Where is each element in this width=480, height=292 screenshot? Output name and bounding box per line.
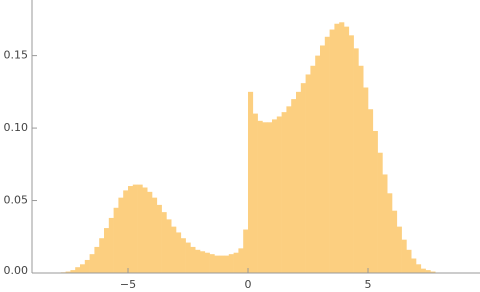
y-tick-label: 0.15: [4, 49, 29, 62]
bar: [329, 29, 335, 273]
bar: [214, 255, 220, 273]
bar: [228, 254, 234, 273]
bar: [238, 248, 244, 273]
bar: [368, 109, 374, 274]
bar: [296, 91, 302, 273]
bar: [156, 204, 162, 273]
bar: [123, 190, 129, 273]
y-tick-label: 0.10: [4, 121, 29, 134]
bar: [75, 267, 81, 273]
bar: [180, 238, 186, 273]
bar: [387, 193, 393, 273]
bar: [176, 232, 182, 273]
bar: [420, 268, 426, 273]
bar: [401, 239, 407, 273]
bar: [94, 246, 100, 273]
bar: [430, 271, 436, 273]
y-tick-label: 0.00: [4, 264, 29, 277]
y-tick-label: 0.05: [4, 194, 29, 207]
bar: [382, 174, 388, 273]
x-tick-label: 0: [245, 278, 252, 291]
bar: [84, 259, 90, 273]
bar: [276, 116, 282, 273]
bar: [262, 122, 268, 274]
bar: [406, 249, 412, 273]
bar: [161, 212, 167, 273]
bar: [142, 187, 148, 273]
bar: [152, 197, 158, 273]
bar: [272, 119, 278, 273]
bars: [60, 22, 436, 274]
bar: [339, 22, 345, 273]
bar: [396, 226, 402, 273]
bar: [416, 264, 422, 273]
bar: [353, 48, 359, 274]
bar: [243, 229, 249, 273]
bar: [305, 74, 311, 273]
bar: [190, 246, 196, 273]
x-tick-label: −5: [120, 278, 136, 291]
bar: [267, 122, 273, 274]
bar: [411, 258, 417, 273]
bar: [118, 197, 124, 273]
bar: [320, 45, 326, 273]
bar: [185, 242, 191, 273]
bar: [344, 26, 350, 273]
bar: [224, 255, 230, 273]
bar: [128, 186, 134, 273]
bar: [80, 264, 86, 273]
bar: [348, 35, 354, 274]
bar: [204, 252, 210, 273]
bar: [166, 219, 172, 273]
bar: [291, 99, 297, 274]
bar: [195, 249, 201, 273]
bar: [132, 184, 138, 273]
bar: [200, 251, 206, 273]
bar: [99, 238, 105, 273]
bar: [104, 228, 110, 273]
bar: [147, 191, 153, 273]
bar: [363, 87, 369, 273]
bar: [300, 83, 306, 273]
bar: [171, 226, 177, 273]
bar: [286, 106, 292, 273]
bar: [219, 255, 225, 273]
bar: [108, 217, 114, 273]
bar: [281, 112, 287, 273]
bar: [89, 254, 95, 273]
bar: [324, 36, 330, 274]
bar: [377, 152, 383, 273]
bar: [372, 130, 378, 273]
bar: [392, 210, 398, 273]
bar: [425, 270, 431, 273]
bar: [257, 120, 263, 273]
bar: [113, 207, 119, 273]
bar: [334, 23, 340, 273]
bar: [252, 113, 258, 274]
bar: [315, 55, 321, 274]
bar: [209, 254, 215, 273]
bar: [70, 270, 76, 273]
bar: [248, 91, 254, 273]
bar: [233, 252, 239, 273]
bar: [65, 271, 71, 273]
x-tick-label: 5: [365, 278, 372, 291]
bar: [310, 65, 316, 273]
bar: [137, 184, 143, 273]
bar: [358, 65, 364, 273]
